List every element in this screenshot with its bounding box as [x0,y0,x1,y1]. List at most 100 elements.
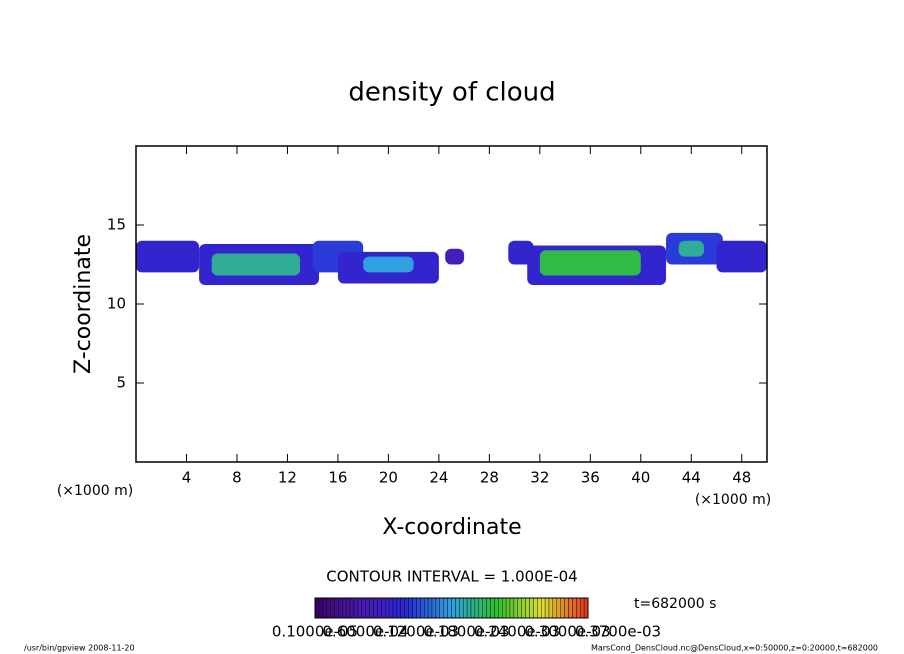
colorbar-cell [478,597,483,619]
colorbar-cell [560,597,565,619]
cloud-patch [445,248,465,265]
x-axis-label: X-coordinate [382,515,521,540]
colorbar-cell [365,597,370,619]
colorbar-cell [369,597,374,619]
footer-left: /usr/bin/gpview 2008-11-20 [24,644,135,653]
colorbar-cell [556,597,561,619]
x-tick-label: 20 [379,469,398,487]
colorbar-cell [521,597,526,619]
colorbar-cell [463,597,468,619]
x-tick-label: 16 [328,469,347,487]
colorbar-cell [541,597,546,619]
colorbar-cell [396,597,401,619]
x-tick-label: 4 [182,469,192,487]
x-tick-label: 48 [732,469,751,487]
colorbar-cell [576,597,581,619]
colorbar-cell [412,597,417,619]
cloud-patch [716,240,767,273]
colorbar-cell [435,597,440,619]
colorbar-cell [416,597,421,619]
colorbar-label: 0.3000e-03 [524,623,610,641]
colorbar-cell [439,597,444,619]
x-tick-label: 24 [429,469,448,487]
colorbar-cell [443,597,448,619]
colorbar-cell [482,597,487,619]
colorbar-cell [548,597,554,619]
colorbar-cell [513,597,519,619]
y-tick-label: 5 [116,374,126,392]
colorbar-cell [572,597,577,619]
colorbar-cell [400,597,405,619]
colorbar-cell [361,597,366,619]
colorbar-cell [502,597,507,619]
chart-title: density of cloud [348,78,555,108]
colorbar-cell [533,597,538,619]
colorbar-cell [381,597,386,619]
colorbar-cell [498,597,503,619]
colorbar-cell [529,597,534,619]
x-tick-label: 28 [480,469,499,487]
cloud-patch [363,256,414,273]
time-label: t=682000 s [634,596,716,612]
colorbar-cell [330,597,335,619]
colorbar-frame [314,597,589,619]
colorbar-cell [338,597,343,619]
colorbar-cell [431,597,437,619]
y-tick-label: 10 [107,295,126,313]
x-tick-label: 32 [530,469,549,487]
colorbar-cell [388,597,394,619]
colorbar-cell [322,597,327,619]
colorbar-label: 0.1000e-05 [272,623,358,641]
colorbar-cell [385,597,390,619]
colorbar-cell [455,597,460,619]
colorbar-cell [392,597,398,619]
cloud-patch [211,253,301,276]
x-tick-label: 44 [682,469,701,487]
colorbar-cell [420,597,425,619]
colorbar-cell [451,597,456,619]
colorbar-cell [357,597,362,619]
colorbar-label: 0.3700e-03 [575,623,661,641]
colorbar-cell [459,597,464,619]
x-unit: (×1000 m) [695,492,771,508]
colorbar-cell [486,597,491,619]
colorbar-cell [494,597,499,619]
y-axis-label: Z-coordinate [71,234,96,374]
colorbar-cell [349,597,355,619]
x-tick-label: 36 [581,469,600,487]
colorbar-cell [544,597,550,619]
colorbar-label: 0.2400e-03 [474,623,560,641]
colorbar-cell [474,597,479,619]
colorbar-cell [373,597,378,619]
colorbar-cell [490,597,495,619]
colorbar-label: 0.6000e-04 [322,623,408,641]
colorbar-label: 0.1200e-03 [373,623,459,641]
colorbar-cell [314,597,320,619]
colorbar-cell [470,597,476,619]
colorbar-cell [353,597,359,619]
colorbar-cell [552,597,558,619]
colorbar-cell [318,597,323,619]
colorbar-cell [583,597,589,619]
colorbar-cell [509,597,515,619]
colorbar-label: 0.1800e-03 [423,623,509,641]
colorbar-cell [580,597,585,619]
colorbar-cell [564,597,569,619]
colorbar-cell [424,597,429,619]
cloud-patch [539,250,641,276]
colorbar-cell [404,597,409,619]
cloud-patch [136,240,200,273]
footer-right: MarsCond_DensCloud.nc@DensCloud,x=0:5000… [591,644,878,653]
colorbar-cell [525,597,530,619]
colorbar-cell [334,597,339,619]
x-tick-label: 40 [631,469,650,487]
colorbar-cell [466,597,472,619]
colorbar-cell [447,597,452,619]
plot-frame [135,145,768,463]
x-tick-label: 8 [232,469,242,487]
colorbar-cell [326,597,331,619]
colorbar-cell [505,597,511,619]
cloud-patch [678,240,704,257]
y-tick-label: 15 [107,216,126,234]
